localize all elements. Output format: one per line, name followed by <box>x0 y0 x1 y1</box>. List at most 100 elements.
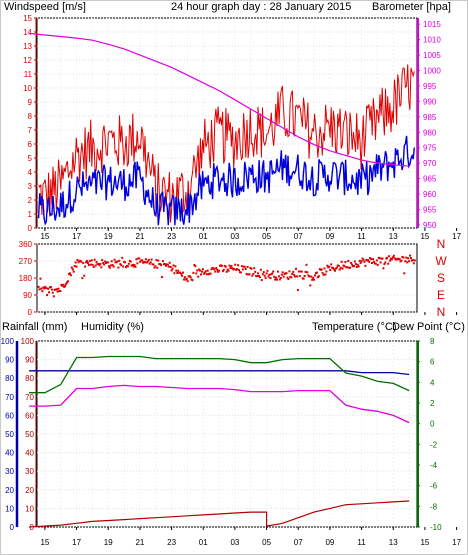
direction-point <box>278 278 281 281</box>
temp-tick-label: -2 <box>430 440 438 449</box>
direction-point <box>121 256 124 259</box>
direction-point <box>357 265 360 268</box>
direction-point <box>251 274 254 277</box>
direction-point <box>160 264 163 267</box>
direction-point <box>350 261 353 264</box>
rain-tick-label: 100 <box>1 337 15 346</box>
direction-point <box>41 290 44 293</box>
direction-point <box>84 265 87 268</box>
direction-point <box>268 273 271 276</box>
direction-point <box>73 265 76 267</box>
direction-point <box>244 268 247 270</box>
direction-tick-label: 270 <box>19 257 33 266</box>
direction-point <box>320 268 323 271</box>
bottom-x-tick-label: 05 <box>262 538 271 547</box>
baro-right-tick-label: 980 <box>423 128 437 137</box>
direction-point <box>203 271 206 274</box>
direction-point <box>340 260 343 263</box>
bottom-x-tick-label: 23 <box>167 538 176 547</box>
direction-point <box>374 262 377 265</box>
direction-point <box>322 273 325 276</box>
direction-point <box>387 262 390 265</box>
bottom-x-tick-label: 21 <box>135 538 144 547</box>
direction-point <box>170 269 173 272</box>
direction-point <box>94 264 97 267</box>
direction-point <box>368 260 371 263</box>
direction-point <box>290 276 293 279</box>
direction-point <box>86 259 88 262</box>
direction-point <box>75 265 78 268</box>
direction-point <box>248 273 251 276</box>
direction-point <box>206 269 209 272</box>
direction-point <box>303 275 306 277</box>
baro-right-tick-label: 950 <box>423 221 437 230</box>
direction-point <box>49 286 52 288</box>
direction-point <box>330 263 333 266</box>
direction-point <box>228 264 231 267</box>
direction-point <box>280 273 283 276</box>
direction-point <box>392 254 395 257</box>
direction-point <box>157 259 160 262</box>
direction-point <box>354 263 357 266</box>
direction-point <box>132 265 135 268</box>
direction-point <box>404 260 407 263</box>
direction-point <box>326 264 329 267</box>
direction-point <box>48 291 50 294</box>
direction-point <box>201 270 203 273</box>
direction-point <box>230 265 233 268</box>
direction-point <box>111 264 114 267</box>
wind-left-tick-label: 8 <box>28 112 33 121</box>
direction-point <box>288 270 291 273</box>
direction-point <box>254 270 257 273</box>
bottom-x-tick-label: 09 <box>325 538 334 547</box>
humidity-tick-label: 40 <box>25 449 34 458</box>
direction-point <box>152 263 155 266</box>
humidity-tick-label: 10 <box>25 504 34 513</box>
direction-point <box>364 264 367 267</box>
direction-point <box>193 264 196 266</box>
direction-point <box>191 279 194 282</box>
direction-point <box>276 278 278 281</box>
direction-point <box>104 260 107 263</box>
direction-point <box>226 268 229 271</box>
temperature-series <box>29 355 410 394</box>
direction-point <box>383 263 386 266</box>
direction-point <box>372 258 374 261</box>
direction-point <box>148 262 151 265</box>
direction-point <box>233 268 236 271</box>
direction-point <box>43 287 46 290</box>
direction-point <box>64 284 67 287</box>
wind-left-tick-label: 1 <box>28 210 33 219</box>
direction-point <box>100 266 103 269</box>
direction-point <box>108 266 111 269</box>
humidity-tick-label: 100 <box>21 337 35 346</box>
direction-point <box>285 272 288 275</box>
direction-point <box>334 269 336 272</box>
direction-point <box>177 269 180 272</box>
direction-point <box>56 290 59 293</box>
wind-left-tick-label: 3 <box>28 182 33 191</box>
direction-point <box>313 278 316 281</box>
bottom-x-tick-label: 01 <box>199 538 208 547</box>
wind-x-tick-label: 23 <box>167 232 176 241</box>
wind-left-tick-label: 2 <box>28 196 33 205</box>
direction-tick-label: 0 <box>28 308 33 317</box>
direction-point <box>102 262 105 264</box>
direction-point <box>335 266 338 269</box>
wind-left-tick-label: 14 <box>23 28 32 37</box>
direction-point <box>413 259 416 262</box>
direction-point <box>379 261 382 264</box>
dewpoint-label: Dew Point (°C) <box>392 321 465 333</box>
direction-point <box>384 261 387 264</box>
bottom-x-tick-label: 07 <box>294 538 303 547</box>
wind-left-tick-label: 15 <box>23 14 32 23</box>
bottom-x-tick-label: 15 <box>420 538 429 547</box>
average-wind-series <box>37 135 415 226</box>
direction-point <box>363 260 366 263</box>
barometer-title: Barometer [hpa] <box>372 1 451 13</box>
direction-tick-label: 90 <box>23 291 32 300</box>
direction-point <box>59 290 62 293</box>
direction-point <box>147 258 150 261</box>
direction-point <box>109 264 112 267</box>
direction-point <box>286 276 289 279</box>
